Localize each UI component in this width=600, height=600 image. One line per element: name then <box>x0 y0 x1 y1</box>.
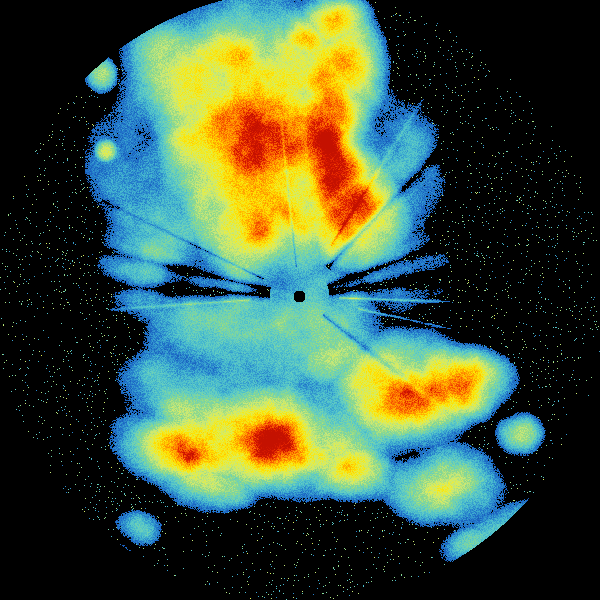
radar-reflectivity-canvas <box>0 0 600 600</box>
radar-image-frame: Weather Radar Reflectivity Composite rad… <box>0 0 600 600</box>
